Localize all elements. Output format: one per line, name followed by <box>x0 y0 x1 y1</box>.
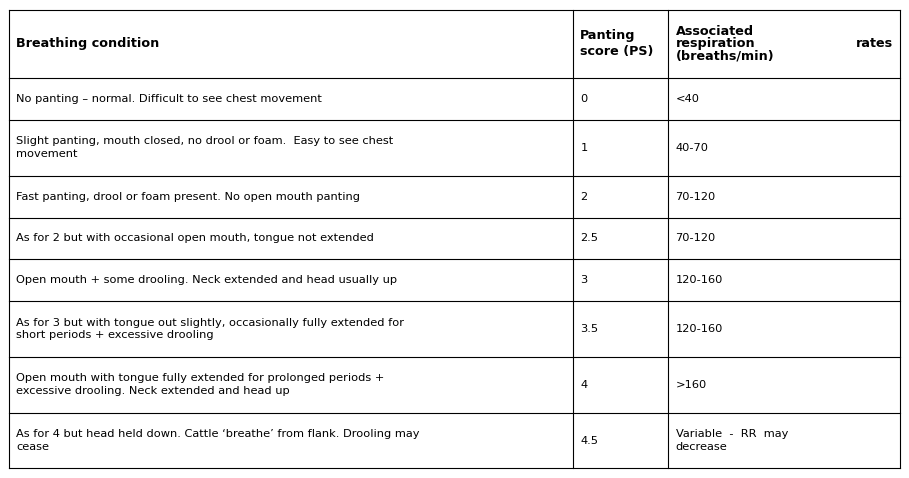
Text: No panting – normal. Difficult to see chest movement: No panting – normal. Difficult to see ch… <box>16 94 322 104</box>
Text: 4.5: 4.5 <box>580 435 598 445</box>
Text: 2.5: 2.5 <box>580 233 598 243</box>
Text: Open mouth with tongue fully extended for prolonged periods +
excessive drooling: Open mouth with tongue fully extended fo… <box>16 373 385 396</box>
Text: respiration: respiration <box>675 37 755 50</box>
Text: Variable  -  RR  may
decrease: Variable - RR may decrease <box>675 429 788 452</box>
Text: As for 4 but head held down. Cattle ‘breathe’ from flank. Drooling may
cease: As for 4 but head held down. Cattle ‘bre… <box>16 429 420 452</box>
Text: 120-160: 120-160 <box>675 324 723 334</box>
Text: <40: <40 <box>675 94 700 104</box>
Text: Panting
score (PS): Panting score (PS) <box>580 29 654 58</box>
Text: 2: 2 <box>580 192 587 202</box>
Text: (breaths/min): (breaths/min) <box>675 49 774 62</box>
Text: 4: 4 <box>580 380 587 390</box>
Text: >160: >160 <box>675 380 707 390</box>
Text: 70-120: 70-120 <box>675 192 715 202</box>
Text: Fast panting, drool or foam present. No open mouth panting: Fast panting, drool or foam present. No … <box>16 192 360 202</box>
Text: 120-160: 120-160 <box>675 275 723 285</box>
Text: 3: 3 <box>580 275 587 285</box>
Text: As for 2 but with occasional open mouth, tongue not extended: As for 2 but with occasional open mouth,… <box>16 233 375 243</box>
Text: 70-120: 70-120 <box>675 233 715 243</box>
Text: 0: 0 <box>580 94 587 104</box>
Text: As for 3 but with tongue out slightly, occasionally fully extended for
short per: As for 3 but with tongue out slightly, o… <box>16 318 405 340</box>
Text: Open mouth + some drooling. Neck extended and head usually up: Open mouth + some drooling. Neck extende… <box>16 275 397 285</box>
Text: 40-70: 40-70 <box>675 143 709 153</box>
Text: rates: rates <box>855 37 893 50</box>
Text: Slight panting, mouth closed, no drool or foam.  Easy to see chest
movement: Slight panting, mouth closed, no drool o… <box>16 136 394 159</box>
Text: Breathing condition: Breathing condition <box>16 37 160 50</box>
Text: 1: 1 <box>580 143 587 153</box>
Text: Associated: Associated <box>675 25 754 38</box>
Text: 3.5: 3.5 <box>580 324 598 334</box>
